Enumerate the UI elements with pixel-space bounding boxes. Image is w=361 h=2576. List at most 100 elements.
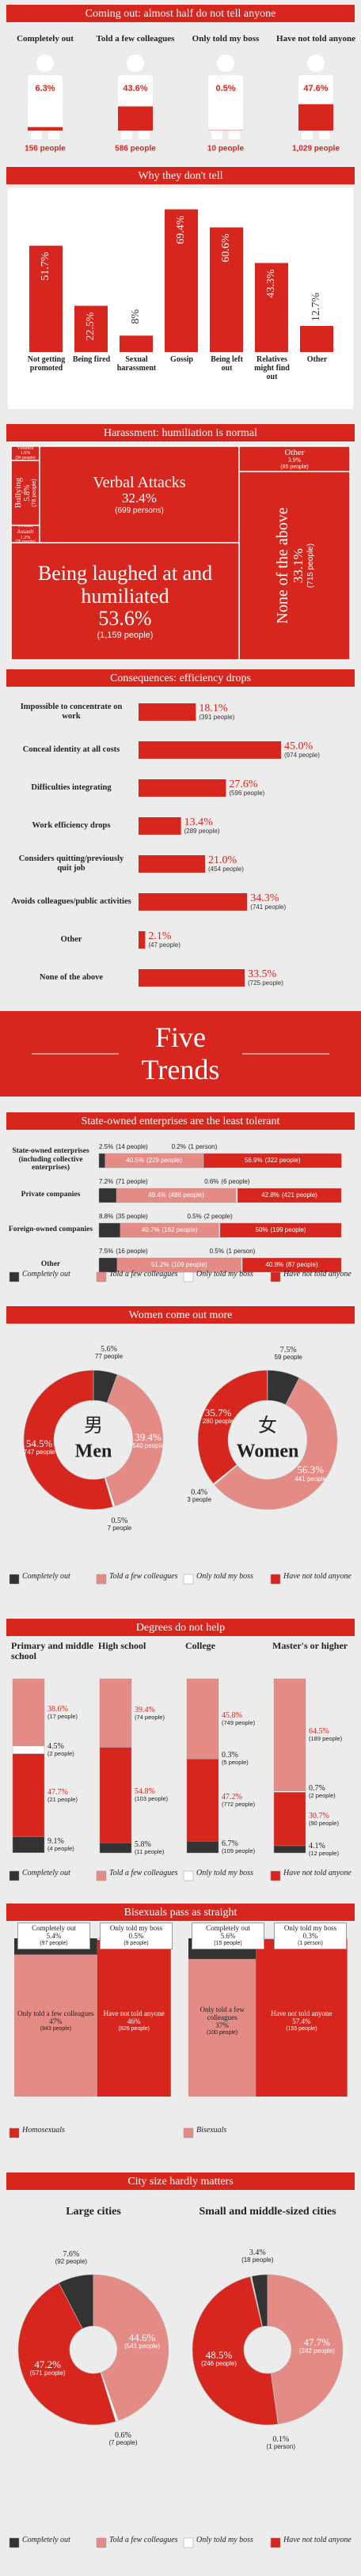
treemap-cell xyxy=(238,471,351,661)
people-label: 1,029 people xyxy=(292,145,340,153)
legend-label: Told a few colleagues xyxy=(109,1270,178,1279)
category-label: Primary and middle school xyxy=(11,1641,93,1662)
label-group: Have not told anyone xyxy=(273,27,359,51)
value-label: 0.5% xyxy=(111,1517,128,1526)
label-box: Being laughed at and humiliated53.6%(1,1… xyxy=(38,562,212,640)
label-group: Told a few colleagues xyxy=(109,1869,180,1891)
segment-name: Only told my boss xyxy=(109,1924,163,1933)
label-group: Conceal identity at all costs xyxy=(11,734,131,766)
legend-swatch xyxy=(183,2537,194,2548)
label-group: 7.2% (71 people) xyxy=(99,1176,194,1188)
label-group: 4.1% (12 people) xyxy=(309,1840,358,1858)
section-header xyxy=(6,5,355,22)
value-label: 5.6% xyxy=(101,1344,118,1354)
category-label: Only told my boss xyxy=(192,33,260,44)
label-group: Only told a few colleagues 37% (100 people… xyxy=(188,1986,256,2057)
label-box: Other xyxy=(60,935,82,945)
value-label: 40.7% xyxy=(141,1225,160,1233)
label-group: 47.7% (21 people) xyxy=(48,1786,97,1804)
label-box: Only told my boss xyxy=(196,2536,253,2544)
people-label: (199 people) xyxy=(270,1225,306,1233)
figure-fill xyxy=(298,104,333,131)
bar-segment xyxy=(99,1747,132,1843)
segment-name: Completely out xyxy=(206,1924,250,1933)
label-group: 45.8% (749 people) xyxy=(222,1710,271,1727)
label-group: Have not told anyone xyxy=(283,1869,355,1891)
category-label: Being left out xyxy=(211,355,243,373)
value-label: 0.4% xyxy=(191,1488,208,1498)
category-label: Told a few colleagues xyxy=(96,33,175,44)
category-label: Private companies xyxy=(21,1190,81,1199)
section-header xyxy=(6,1904,355,1921)
label-box: Avoids colleagues/public activities xyxy=(11,897,131,906)
people-label: (17 people) xyxy=(48,1712,78,1720)
center-char: 男 xyxy=(84,1416,103,1437)
bar xyxy=(139,779,226,797)
mosaic-cell xyxy=(256,1939,348,2097)
label-group: Bullying 5.8% (78 people) xyxy=(11,460,40,525)
segment-name: Only told my boss xyxy=(283,1924,337,1933)
bar-segment xyxy=(12,1753,45,1837)
people-label: (541 people) xyxy=(124,2343,161,2351)
people-label: (4 people) xyxy=(48,1845,74,1853)
label-box: 7.6%(92 people) xyxy=(55,2250,88,2266)
people-label: (1 person) xyxy=(226,1247,256,1255)
value-label: 44.6% xyxy=(128,2331,156,2343)
label-box: Have not told anyone xyxy=(283,1572,352,1581)
pie-segment xyxy=(214,1377,338,1510)
category-label: Other xyxy=(40,1260,61,1268)
pie-segment xyxy=(23,1369,113,1510)
value-label: 7.5% xyxy=(279,1346,297,1355)
label-box: Foreign-owned companies xyxy=(9,1225,93,1233)
category-label: Impossible to concentrate on work xyxy=(20,703,123,721)
value-label: 0.2% xyxy=(171,1142,186,1150)
label-group: Only told my boss 0.3% (1 person) xyxy=(274,1923,347,1949)
value-label: 54.8% xyxy=(135,1787,155,1797)
legend-label: Completely out xyxy=(22,1869,70,1877)
label-box: Small and middle-sized cities xyxy=(199,2206,336,2218)
legend-swatch xyxy=(96,2537,107,2548)
label-group: 0.1% (1 person) xyxy=(249,2432,313,2454)
value-label: 42.8% xyxy=(261,1191,279,1199)
label-box: Large cities xyxy=(66,2206,121,2218)
bar xyxy=(139,893,248,911)
label-box: 4.5%(2 people) xyxy=(48,1742,74,1757)
legend-swatch xyxy=(183,1574,194,1585)
value-label: 54.5% xyxy=(25,1438,53,1450)
bar-segment xyxy=(12,1678,45,1747)
label-box: Have not told anyone xyxy=(283,1869,355,1891)
category-label: None of the above xyxy=(274,507,292,624)
label-group: 54.5% 747 people xyxy=(8,1437,71,1459)
label-group: Only told my boss xyxy=(196,1572,268,1594)
category-label: Other xyxy=(60,935,82,945)
section-title: Degrees do not help xyxy=(136,1622,225,1634)
people-label: (11 people) xyxy=(135,1847,165,1855)
label-box: 0.7%(2 people) xyxy=(309,1784,336,1799)
label-box: 42.8% (421 people) xyxy=(261,1191,317,1199)
label-group: Have not told anyone 46% (826 people) xyxy=(97,1986,171,2057)
category-label: Work efficiency drops xyxy=(32,821,111,831)
label-box: Only told my boss xyxy=(196,1270,253,1279)
label-box: Work efficiency drops xyxy=(32,821,111,831)
label-group: 0.6% (6 people) xyxy=(204,1176,299,1188)
value-label: 5.4% xyxy=(46,1932,62,1941)
people-label: (26 people) xyxy=(15,540,36,543)
label-box: 7.5% (16 people) xyxy=(99,1248,148,1255)
people-label: (826 people) xyxy=(118,2026,150,2032)
value-label: 22.5% xyxy=(85,312,97,341)
label-box: 6.7%(109 people) xyxy=(222,1839,255,1854)
bar xyxy=(139,817,181,835)
label-box: High school xyxy=(98,1641,146,1651)
label-box: 5.6%77 people xyxy=(95,1344,123,1360)
pie-segment xyxy=(93,2274,169,2421)
label-box: 0.6%(7 people) xyxy=(108,2431,137,2446)
people-label: (92 people) xyxy=(55,2258,88,2266)
category-label: Gossip xyxy=(170,355,193,364)
label-box: 0.5%7 people xyxy=(108,1517,132,1532)
label-group: Only told my boss 0.5% (9 people) xyxy=(100,1923,173,1949)
figure-head xyxy=(127,55,144,72)
label-box: 13.4%(289 people) xyxy=(184,816,220,835)
